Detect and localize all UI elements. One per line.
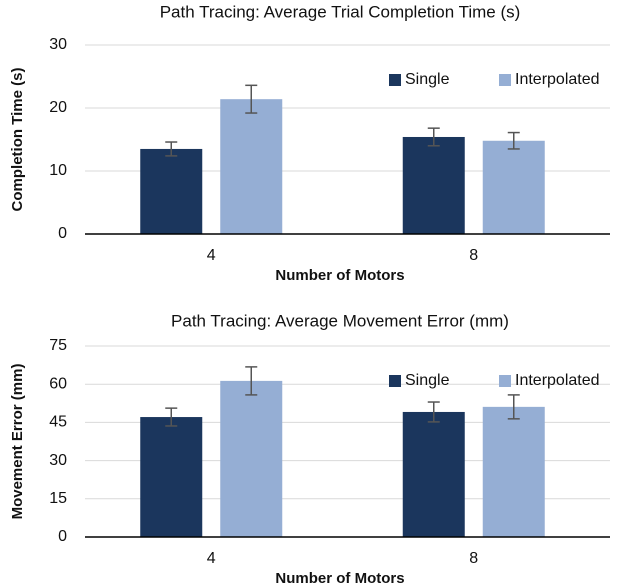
legend-label: Interpolated bbox=[515, 372, 600, 389]
y-tick-label: 15 bbox=[49, 490, 67, 507]
error-bar bbox=[245, 84, 258, 114]
y-tick-label: 45 bbox=[49, 414, 67, 431]
error-bar bbox=[427, 401, 440, 423]
bar bbox=[140, 148, 203, 234]
y-tick-label: 0 bbox=[58, 225, 67, 242]
y-tick-label: 30 bbox=[49, 36, 67, 53]
chart: Path Tracing: Average Movement Error (mm… bbox=[9, 311, 610, 587]
bar bbox=[220, 99, 283, 235]
y-tick-label: 20 bbox=[49, 99, 67, 116]
y-tick-label: 0 bbox=[58, 528, 67, 545]
x-tick-label: 4 bbox=[207, 550, 216, 567]
legend-swatch bbox=[499, 74, 511, 86]
x-tick-label: 4 bbox=[207, 247, 216, 264]
y-tick-label: 60 bbox=[49, 375, 67, 392]
legend-label: Single bbox=[405, 71, 450, 88]
error-bar bbox=[507, 394, 520, 420]
y-tick-label: 30 bbox=[49, 452, 67, 469]
bar bbox=[402, 136, 465, 234]
error-bar bbox=[245, 366, 258, 396]
chart-title: Path Tracing: Average Movement Error (mm… bbox=[171, 311, 509, 330]
error-bar bbox=[507, 131, 520, 150]
error-bar bbox=[165, 407, 178, 427]
legend-swatch bbox=[389, 74, 401, 86]
bar bbox=[482, 406, 545, 537]
bar bbox=[140, 417, 203, 537]
chart: Path Tracing: Average Trial Completion T… bbox=[9, 2, 610, 284]
legend-swatch bbox=[499, 375, 511, 387]
x-axis-title: Number of Motors bbox=[275, 267, 404, 284]
y-tick-label: 10 bbox=[49, 162, 67, 179]
bar bbox=[402, 411, 465, 537]
bar bbox=[482, 140, 545, 234]
y-axis-title: Completion Time (s) bbox=[9, 68, 26, 212]
y-tick-label: 75 bbox=[49, 337, 67, 354]
legend-label: Interpolated bbox=[515, 71, 600, 88]
x-tick-label: 8 bbox=[469, 550, 478, 567]
x-tick-label: 8 bbox=[469, 247, 478, 264]
legend-label: Single bbox=[405, 372, 450, 389]
error-bar bbox=[427, 127, 440, 147]
chart-title: Path Tracing: Average Trial Completion T… bbox=[160, 2, 521, 21]
bar bbox=[220, 380, 283, 537]
y-axis-title: Movement Error (mm) bbox=[9, 364, 26, 520]
legend-swatch bbox=[389, 375, 401, 387]
x-axis-title: Number of Motors bbox=[275, 570, 404, 587]
error-bar bbox=[165, 141, 178, 157]
